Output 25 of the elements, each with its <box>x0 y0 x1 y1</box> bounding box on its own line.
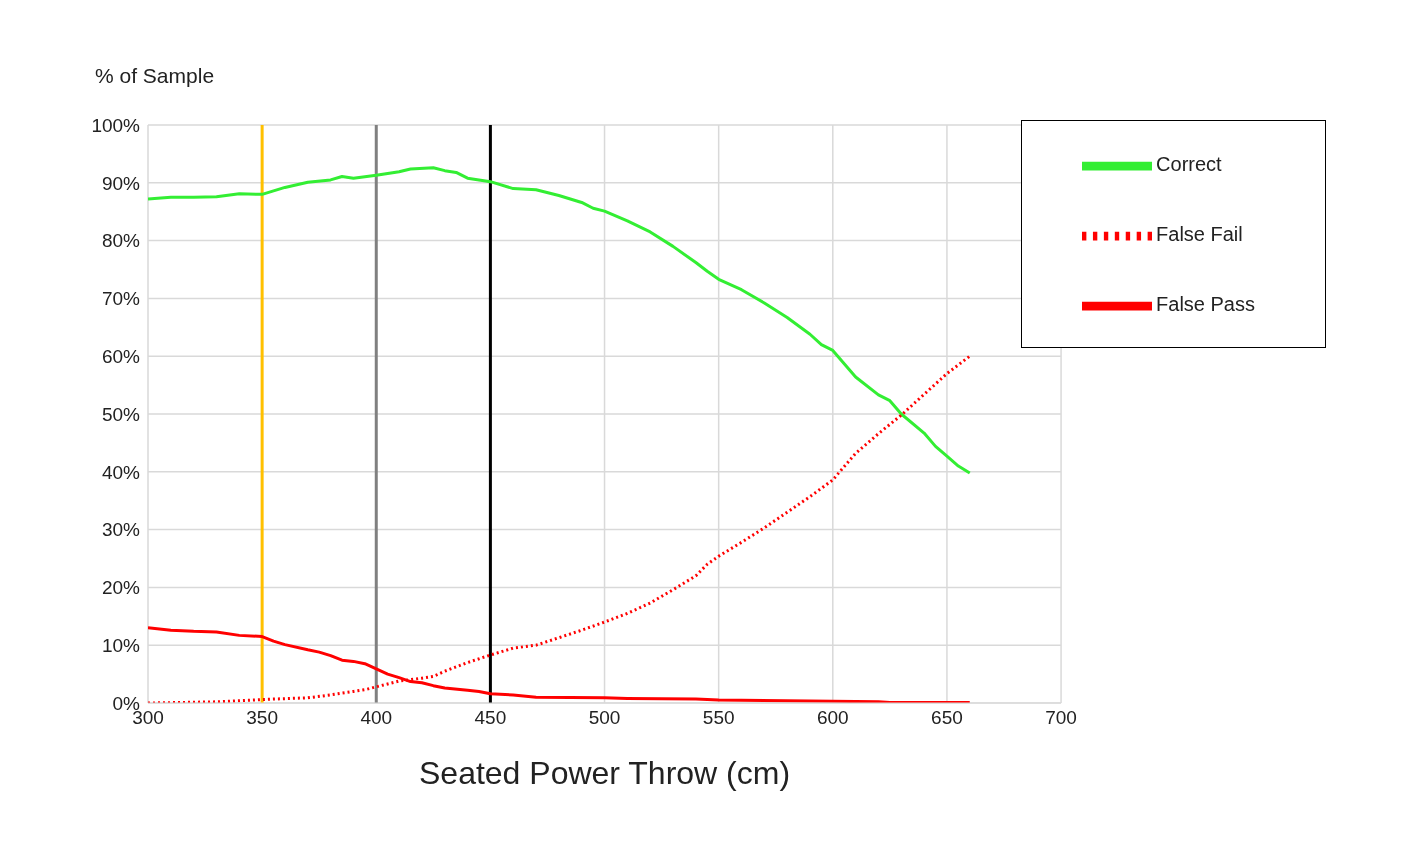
x-tick-label: 350 <box>246 707 278 729</box>
x-tick-label: 600 <box>816 707 849 729</box>
y-tick-label: 80% <box>101 230 141 252</box>
legend-label: Correct <box>1156 153 1222 176</box>
line-series <box>148 166 972 475</box>
x-tick-label: 650 <box>931 707 963 729</box>
x-axis-title: Seated Power Throw (cm) <box>418 755 791 791</box>
y-tick-label: 50% <box>101 403 141 425</box>
x-tick-label: 700 <box>1045 707 1077 729</box>
legend-label: False Fail <box>1156 223 1243 246</box>
y-tick-label: 90% <box>101 172 141 194</box>
y-tick-label: 30% <box>101 519 141 541</box>
x-tick-label: 500 <box>588 707 621 729</box>
x-tick-label: 400 <box>360 707 393 729</box>
x-tick-label: 450 <box>474 707 507 729</box>
x-tick-label: 550 <box>702 707 735 729</box>
y-tick-label: 100% <box>91 114 141 136</box>
y-tick-label: 70% <box>101 288 141 310</box>
y-tick-label: 40% <box>101 461 141 483</box>
legend-label: False Pass <box>1156 293 1255 316</box>
line-series <box>148 354 972 703</box>
y-tick-label: 10% <box>101 634 141 656</box>
y-tick-label: 60% <box>101 345 141 367</box>
y-axis-title: % of Sample <box>95 64 215 88</box>
y-tick-label: 20% <box>101 577 141 599</box>
